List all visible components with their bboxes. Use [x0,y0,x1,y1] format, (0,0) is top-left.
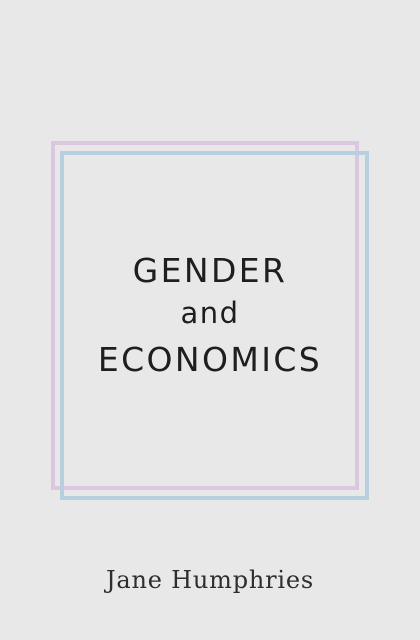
title-line-and: and [180,296,240,330]
author-name: Jane Humphries [105,566,315,594]
blue-frame-decoration [60,151,369,500]
book-title: GENDER and ECONOMICS [0,246,420,386]
title-line-economics: ECONOMICS [97,340,323,379]
pink-frame-decoration [51,141,359,490]
title-line-gender: GENDER [132,251,288,290]
